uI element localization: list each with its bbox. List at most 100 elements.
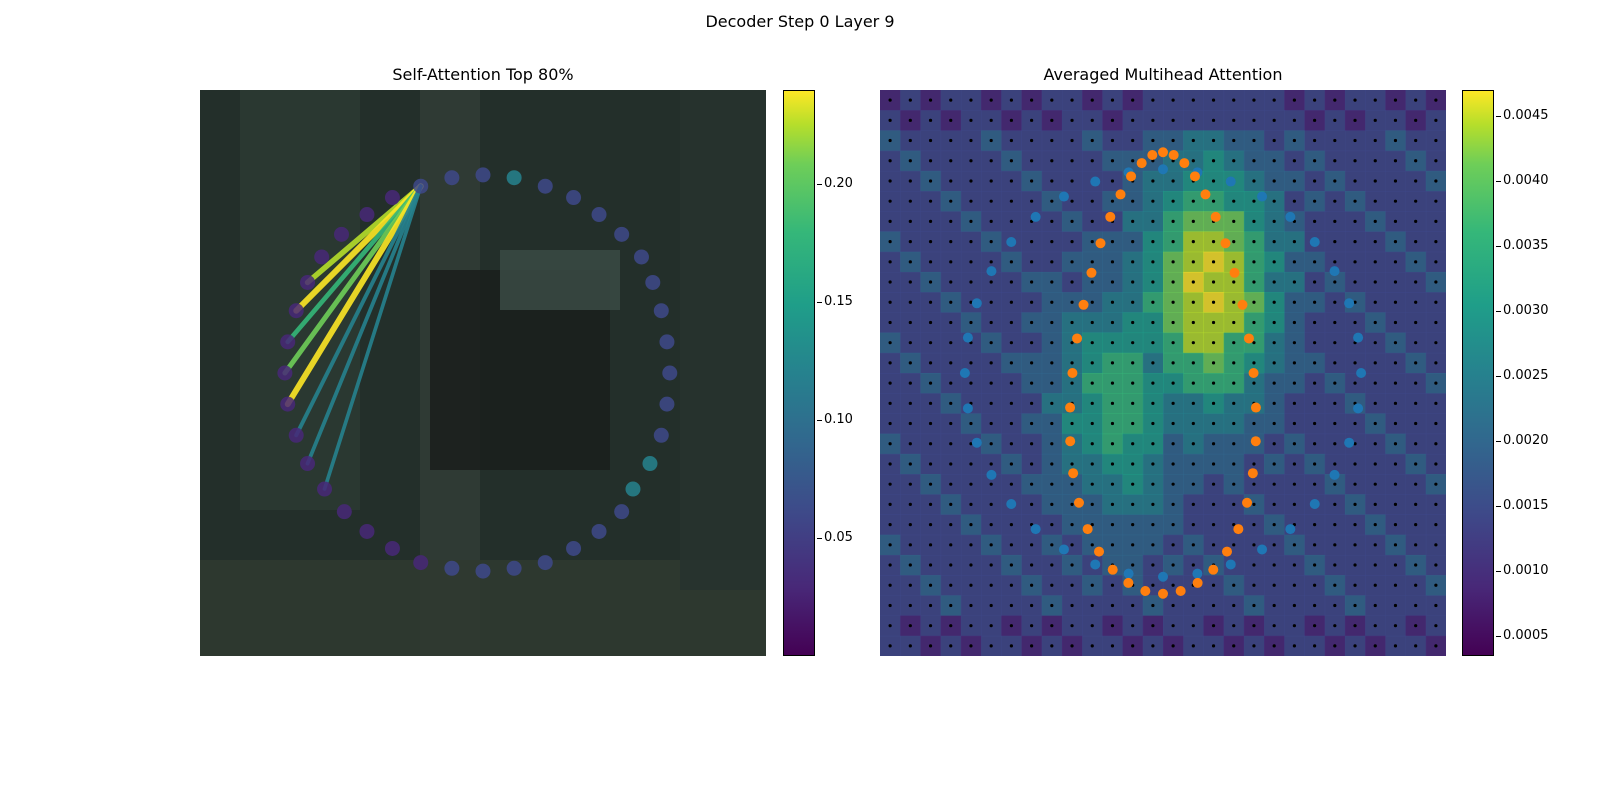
grid-dot — [989, 320, 993, 325]
grid-dot — [989, 219, 993, 223]
grid-dot — [1333, 159, 1337, 163]
grid-dot — [1191, 421, 1195, 426]
inner-ring-point — [1168, 149, 1179, 160]
grid-dot — [1151, 219, 1155, 223]
grid-dot — [1353, 98, 1357, 102]
grid-dot — [989, 159, 993, 163]
grid-dot — [1353, 583, 1357, 587]
grid-dot — [1151, 381, 1155, 385]
grid-dot — [1151, 179, 1155, 183]
grid-dot — [1131, 381, 1135, 385]
grid-dot — [928, 341, 933, 345]
grid-dot — [1070, 482, 1074, 486]
outer-ring-point — [959, 368, 970, 378]
grid-dot — [1393, 442, 1398, 446]
outer-ring-point — [1030, 524, 1041, 535]
grid-dot — [1009, 523, 1013, 527]
grid-dot — [989, 341, 993, 345]
grid-dot — [1272, 320, 1276, 325]
grid-dot — [1009, 543, 1013, 547]
grid-dot — [928, 300, 933, 304]
grid-dot — [1009, 138, 1013, 143]
inner-ring-point — [1242, 497, 1253, 508]
landmark-point — [625, 481, 641, 497]
outer-ring-point — [1309, 237, 1320, 248]
multihead-attention-svg — [880, 90, 1446, 656]
grid-dot — [1434, 361, 1438, 365]
grid-dot — [1171, 138, 1175, 143]
grid-dot — [1313, 401, 1317, 405]
grid-dot — [1110, 624, 1115, 628]
grid-dot — [1272, 300, 1276, 304]
grid-dot — [1272, 583, 1276, 587]
grid-dot — [908, 118, 912, 122]
grid-dot — [1070, 624, 1074, 628]
grid-dot — [1333, 260, 1337, 264]
grid-dot — [1151, 563, 1155, 567]
grid-dot — [1313, 320, 1317, 325]
grid-dot — [888, 138, 892, 143]
grid-dot — [1151, 341, 1155, 345]
grid-dot — [1373, 361, 1377, 365]
grid-dot — [1171, 118, 1175, 122]
grid-dot — [1191, 624, 1195, 628]
grid-dot — [1313, 603, 1317, 608]
grid-dot — [1373, 320, 1377, 325]
grid-dot — [1414, 603, 1418, 608]
colorbar-tick-label: 0.0025 — [1496, 368, 1549, 384]
grid-dot — [888, 341, 892, 345]
grid-dot — [1131, 644, 1135, 648]
grid-dot — [1070, 199, 1074, 203]
grid-dot — [1414, 563, 1418, 567]
grid-dot — [1030, 543, 1034, 547]
grid-dot — [949, 179, 953, 183]
landmark-point — [566, 190, 582, 206]
grid-dot — [1030, 401, 1034, 405]
grid-dot — [1050, 199, 1054, 203]
grid-dot — [1393, 644, 1398, 648]
grid-dot — [1414, 240, 1418, 244]
grid-dot — [1272, 118, 1276, 122]
landmark-point — [566, 540, 582, 556]
grid-dot — [1171, 361, 1175, 365]
grid-dot — [1272, 240, 1276, 244]
grid-dot — [1272, 523, 1276, 527]
grid-dot — [1171, 98, 1175, 102]
grid-dot — [969, 98, 973, 102]
grid-dot — [1151, 442, 1155, 446]
grid-dot — [888, 401, 892, 405]
grid-dot — [1110, 138, 1115, 143]
inner-ring-point — [1208, 564, 1219, 575]
grid-dot — [1110, 260, 1115, 264]
grid-dot — [989, 300, 993, 304]
grid-dot — [1434, 179, 1438, 183]
grid-dot — [1070, 118, 1074, 122]
grid-dot — [1211, 442, 1216, 446]
grid-dot — [1333, 240, 1337, 244]
grid-dot — [1353, 644, 1357, 648]
grid-dot — [1090, 320, 1094, 325]
inner-ring-point — [1095, 238, 1106, 249]
grid-dot — [1151, 543, 1155, 547]
grid-dot — [1393, 502, 1398, 506]
grid-dot — [1414, 219, 1418, 223]
grid-dot — [1252, 280, 1256, 284]
grid-dot — [1333, 583, 1337, 587]
grid-dot — [1313, 421, 1317, 426]
grid-dot — [1393, 523, 1398, 527]
grid-dot — [1090, 341, 1094, 345]
grid-dot — [1050, 543, 1054, 547]
landmark-point — [413, 178, 429, 194]
grid-dot — [1009, 219, 1013, 223]
grid-dot — [1070, 523, 1074, 527]
grid-dot — [1070, 421, 1074, 426]
grid-dot — [1232, 341, 1236, 345]
landmark-point — [633, 249, 649, 265]
grid-dot — [1211, 199, 1216, 203]
grid-dot — [949, 138, 953, 143]
grid-dot — [1333, 543, 1337, 547]
grid-dot — [949, 603, 953, 608]
inner-ring-point — [1140, 586, 1151, 597]
grid-dot — [949, 421, 953, 426]
grid-dot — [989, 583, 993, 587]
